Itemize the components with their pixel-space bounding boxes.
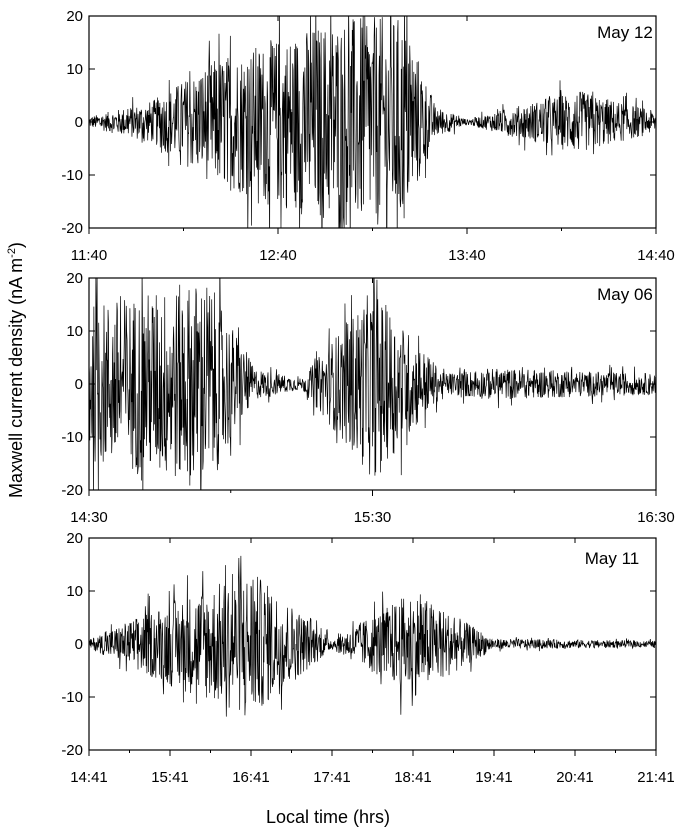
x-tick-label: 12:40 [259, 247, 297, 264]
y-axis-label-group: Maxwell current density (nA m-2) [6, 242, 26, 498]
y-tick-label: 0 [75, 114, 83, 131]
x-tick-label: 20:41 [556, 769, 594, 786]
y-tick-label: 10 [66, 61, 83, 78]
y-tick-label: -10 [61, 429, 83, 446]
x-tick-label: 14:40 [637, 247, 675, 264]
panel-date-label: May 12 [597, 23, 653, 42]
y-tick-label: 0 [75, 376, 83, 393]
x-tick-label: 14:41 [70, 769, 108, 786]
y-axis-label-tail: ) [6, 242, 26, 248]
x-tick-label: 15:41 [151, 769, 189, 786]
panel-1: -20 -10 0 10 20 14:30 15:30 16:30 May 06 [61, 270, 675, 526]
x-tick-label: 16:41 [232, 769, 270, 786]
y-axis-label: Maxwell current density (nA m-2) [6, 242, 26, 498]
panel-0: -20 -10 0 10 20 11:40 12:40 13:40 14:40 May 12 [61, 8, 675, 264]
panel-date-label: May 06 [597, 285, 653, 304]
y-tick-label: -20 [61, 220, 83, 237]
y-tick-label: -20 [61, 742, 83, 759]
signal-trace [89, 278, 656, 490]
x-tick-label: 15:30 [354, 509, 392, 526]
signal-trace [89, 555, 656, 717]
panel-date-label: May 11 [585, 549, 640, 568]
y-tick-label: 20 [66, 270, 83, 287]
y-tick-label: 10 [66, 323, 83, 340]
x-tick-label: 21:41 [637, 769, 675, 786]
y-tick-label: 10 [66, 583, 83, 600]
signal-trace [89, 16, 656, 228]
y-tick-label: -20 [61, 482, 83, 499]
y-axis-label-main: Maxwell current density (nA m [6, 258, 26, 498]
x-tick-label: 16:30 [637, 509, 675, 526]
panel-2: -20 -10 0 10 20 14:41 15:41 16:41 17:41 18:41 19:4… [61, 530, 674, 786]
x-tick-label: 11:40 [71, 247, 107, 264]
x-tick-label: 18:41 [394, 769, 432, 786]
y-axis-label-sup: -2 [6, 248, 18, 258]
y-tick-label: 0 [75, 636, 83, 653]
x-tick-label: 13:40 [448, 247, 486, 264]
y-tick-label: -10 [61, 689, 83, 706]
x-tick-label: 17:41 [313, 769, 351, 786]
y-tick-label: 20 [66, 8, 83, 25]
x-tick-label: 19:41 [475, 769, 513, 786]
x-tick-label: 14:30 [70, 509, 108, 526]
y-tick-label: -10 [61, 167, 83, 184]
y-tick-label: 20 [66, 530, 83, 547]
x-axis-label: Local time (hrs) [266, 807, 390, 827]
